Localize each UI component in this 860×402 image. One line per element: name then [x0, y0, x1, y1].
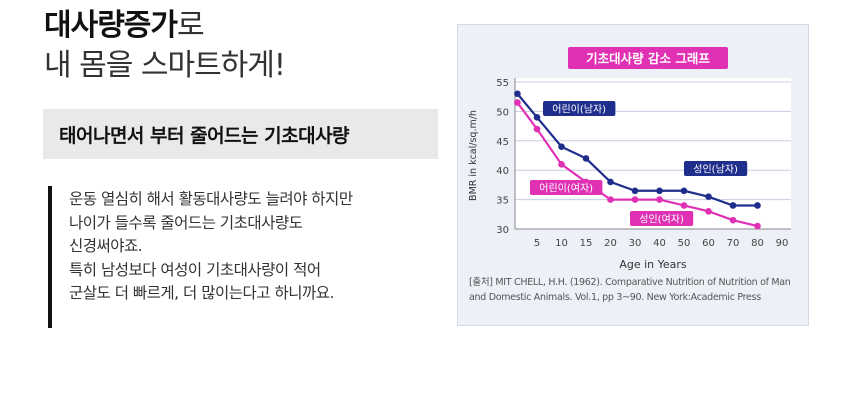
label-child-male: 어린이(남자) [552, 104, 606, 116]
subtitle-box: 태어나면서 부터 줄어드는 기초대사량 [43, 109, 438, 159]
headline-line2: 내 몸을 스마트하게! [44, 48, 286, 83]
data-point-male [533, 113, 541, 121]
label-adult-male: 성인(남자) [693, 164, 738, 176]
data-point-female [558, 161, 565, 168]
x-tick-label: 60 [702, 238, 715, 249]
y-tick-label: 45 [496, 137, 509, 148]
x-tick-label: 10 [555, 238, 568, 249]
x-tick-label: 30 [629, 238, 642, 249]
headline-light: 로 [177, 8, 205, 43]
x-tick-label: 50 [678, 238, 691, 249]
data-point-male [558, 143, 565, 150]
x-tick-label: 40 [653, 238, 666, 249]
data-point-female [631, 196, 639, 203]
data-point-female [729, 216, 737, 224]
data-point-male [607, 178, 614, 186]
data-point-male [680, 187, 688, 195]
y-tick-label: 50 [496, 107, 509, 118]
paragraph-line: 운동 열심히 해서 활동대사량도 늘려야 하지만 [69, 190, 353, 208]
label-child-female-bg [530, 180, 603, 195]
data-point-male [705, 193, 712, 200]
y-tick-label: 55 [496, 78, 509, 89]
chart-title: 기초대사량 감소 그래프 [586, 51, 710, 66]
chart-title-bg [568, 47, 728, 69]
x-tick-label: 70 [727, 238, 740, 249]
subtitle-text: 태어나면서 부터 줄어드는 기초대사량 [59, 125, 350, 147]
data-point-male [582, 155, 590, 162]
y-tick-label: 35 [496, 196, 509, 207]
x-tick-label: 15 [580, 238, 593, 249]
x-tick-label: 80 [751, 238, 764, 249]
label-adult-female-bg [630, 211, 694, 226]
y-tick-label: 30 [496, 225, 509, 236]
label-child-female: 어린이(여자) [539, 183, 593, 195]
data-point-female [607, 196, 614, 203]
data-point-female [514, 99, 521, 106]
data-point-female [680, 202, 688, 209]
data-point-male [656, 187, 663, 195]
paragraph-line: 특히 남성보다 여성이 기초대사량이 적어 [69, 260, 321, 279]
y-axis-label: BMR in kcal/sq.m/h [468, 110, 479, 201]
x-tick-label: 90 [776, 238, 789, 249]
data-point-male [729, 202, 737, 209]
data-point-female [533, 125, 541, 133]
y-tick-label: 40 [496, 166, 509, 177]
x-tick-label: 20 [604, 238, 617, 249]
headline: 대사량증가로 내 몸을 스마트하게! [44, 6, 286, 86]
data-point-female [705, 208, 712, 215]
data-point-male [514, 90, 521, 98]
paragraph-line: 군살도 더 빠르게, 더 많이는다고 하니까요. [69, 284, 334, 303]
data-point-male [631, 187, 639, 195]
data-point-female [754, 222, 761, 230]
description-paragraph: 운동 열심히 해서 활동대사량도 늘려야 하지만 나이가 들수록 줄어드는 기초… [48, 186, 442, 328]
headline-bold: 대사량증가 [44, 8, 178, 43]
x-axis-label: Age in Years [619, 258, 687, 271]
paragraph-line: 신경써야죠. [69, 237, 143, 256]
x-tick-label: 5 [534, 238, 540, 249]
paragraph-line: 나이가 들수록 줄어드는 기초대사량도 [69, 213, 303, 232]
bmr-chart: 30 35 40 45 50 55 5 10 15 20 30 40 50 60 70 80 90 Age in … [457, 24, 809, 326]
data-point-female [656, 196, 663, 203]
data-point-male [754, 202, 761, 209]
chart-source: [출처] MIT CHELL, H.H. (1962). Comparative… [469, 277, 791, 303]
label-adult-female: 성인(여자) [639, 214, 684, 226]
label-child-male-bg [543, 101, 616, 116]
label-adult-male-bg [684, 161, 748, 176]
